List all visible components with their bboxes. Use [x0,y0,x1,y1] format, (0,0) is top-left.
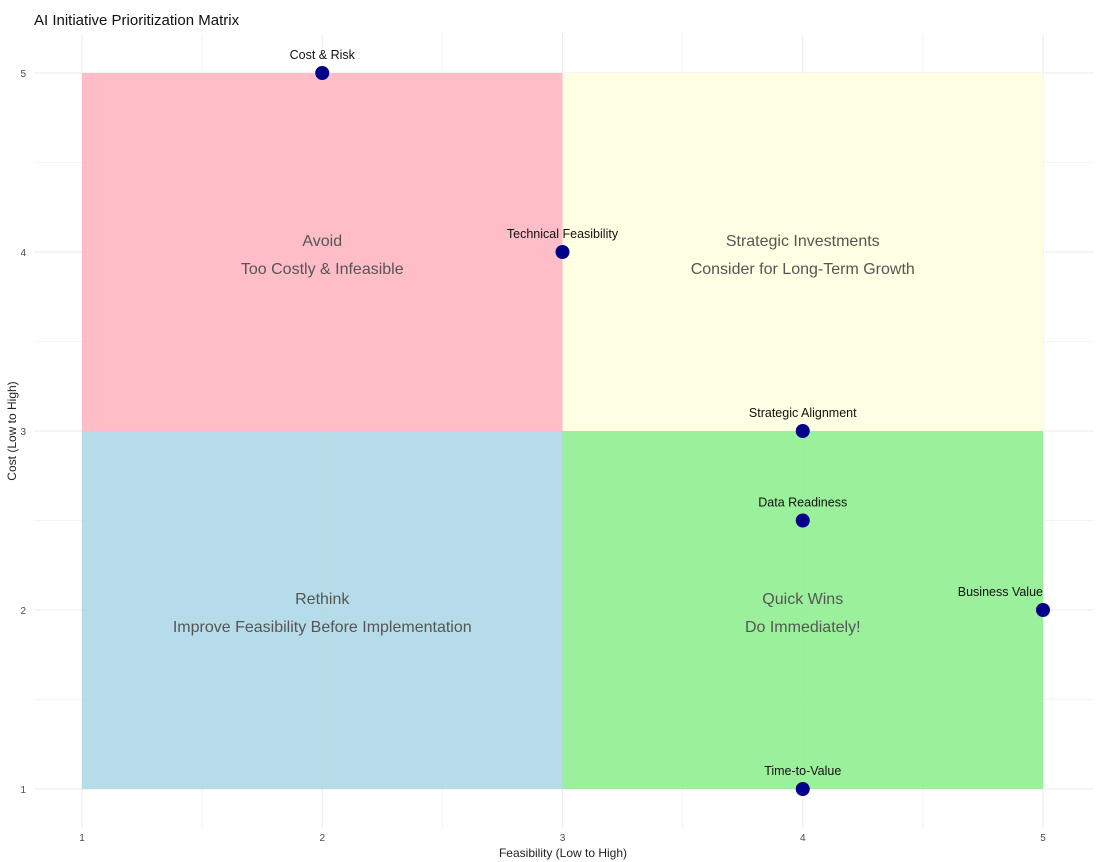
x-tick-label: 1 [79,833,85,844]
x-axis-title: Feasibility (Low to High) [499,846,627,860]
data-point-label: Technical Feasibility [507,227,619,241]
y-tick-label: 4 [20,248,26,259]
quadrant-region [562,73,1043,431]
x-tick-label: 2 [319,833,325,844]
quadrant-region [82,431,563,789]
x-tick-label: 4 [800,833,806,844]
quadrant-subtitle: Too Costly & Infeasible [241,261,404,278]
data-points [315,66,1050,796]
quadrant-title: Avoid [302,233,342,250]
quadrant-subtitle: Consider for Long-Term Growth [691,261,915,278]
y-axis-title: Cost (Low to High) [5,381,19,480]
data-point-label: Cost & Risk [290,48,356,62]
quadrant-subtitle: Improve Feasibility Before Implementatio… [173,619,472,636]
x-tick-label: 5 [1040,833,1046,844]
quadrant-labels: Avoid Too Costly & Infeasible Strategic In… [173,233,915,636]
y-tick-label: 1 [20,785,26,796]
quadrant-title: Quick Wins [762,591,843,608]
data-point [795,513,810,528]
data-point [315,66,330,80]
data-point-label: Data Readiness [758,496,847,510]
axis-ticks: 1 2 3 4 5 1 2 3 4 5 [20,69,1046,844]
quadrant-regions [82,73,1043,789]
x-tick-label: 3 [560,833,566,844]
data-point-labels: Cost & Risk Technical Feasibility Strategi… [290,48,1043,778]
quadrant-region [82,73,563,431]
data-point-label: Time-to-Value [764,764,841,778]
data-point [555,245,570,259]
data-point [1036,603,1050,617]
data-point-label: Business Value [958,585,1043,599]
quadrant-title: Rethink [295,591,350,608]
data-point [795,424,810,438]
quadrant-title: Strategic Investments [726,233,880,250]
quadrant-region [562,431,1043,789]
quadrant-subtitle: Do Immediately! [745,619,861,636]
data-point [795,782,810,796]
y-tick-label: 3 [20,427,26,438]
y-tick-label: 5 [20,69,26,80]
data-point-label: Strategic Alignment [749,406,857,420]
y-tick-label: 2 [20,606,26,617]
chart-title: AI Initiative Prioritization Matrix [34,12,240,29]
